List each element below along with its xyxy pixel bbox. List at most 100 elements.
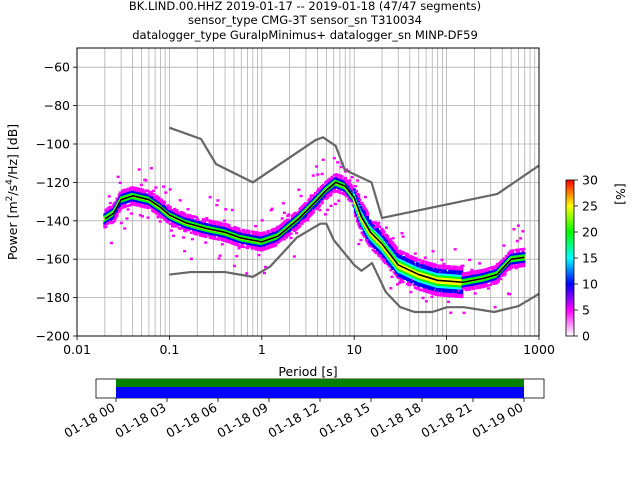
psd-bin — [309, 194, 313, 197]
psd-bin — [353, 191, 357, 194]
psd-bin — [141, 215, 145, 218]
psd-bin — [292, 255, 296, 258]
psd-bin — [406, 253, 410, 256]
psd-bin — [421, 261, 425, 265]
psd-bin — [397, 276, 401, 280]
psd-bin — [297, 188, 301, 191]
psd-bin — [187, 228, 191, 232]
psd-bin — [144, 206, 148, 209]
psd-bin — [348, 182, 352, 185]
psd-bin — [183, 212, 187, 215]
psd-bin — [357, 200, 361, 203]
psd-bin — [409, 290, 413, 294]
psd-bin — [235, 254, 239, 258]
psd-bin — [201, 234, 205, 238]
psd-bin — [332, 173, 336, 177]
psd-bin — [125, 190, 129, 193]
psd-bin — [298, 224, 302, 228]
psd-bin — [390, 240, 394, 244]
psd-bin — [347, 185, 351, 188]
psd-bin — [219, 221, 223, 225]
psd-bin — [217, 257, 221, 260]
psd-bin — [417, 285, 421, 289]
psd-bin — [245, 231, 249, 234]
psd-bin — [168, 205, 172, 209]
psd-bin — [382, 230, 386, 234]
psd-bin — [443, 267, 447, 270]
psd-bin — [209, 234, 213, 238]
psd-bin — [108, 201, 112, 205]
psd-bin — [522, 260, 526, 263]
psd-bin — [215, 203, 219, 207]
psd-bin — [340, 175, 344, 178]
psd-bin — [204, 241, 208, 244]
y-tick-label: −140 — [36, 213, 70, 228]
psd-bin — [522, 264, 526, 268]
psd-bin — [366, 238, 370, 242]
x-tick-label: 1000 — [523, 342, 555, 357]
psd-bin — [452, 295, 456, 298]
psd-bin — [112, 216, 116, 219]
colorbar-tick-label: 5 — [582, 303, 590, 318]
psd-bin — [146, 189, 150, 193]
plot-area: 0.01 0.1 1 10 100 1000 −60 −80 −100 −120 −140 −160… — [36, 47, 555, 357]
psd-bin — [247, 231, 251, 235]
psd-bin — [322, 197, 326, 200]
psd-bin — [391, 242, 395, 245]
psd-bin — [511, 249, 515, 252]
psd-bin — [357, 242, 361, 246]
psd-bin — [460, 295, 464, 299]
psd-bin — [516, 250, 520, 254]
psd-bin — [270, 230, 274, 234]
psd-bin — [204, 233, 208, 236]
psd-bin — [121, 204, 125, 207]
psd-bin — [147, 204, 151, 208]
psd-bin — [521, 250, 525, 253]
psd-bin — [215, 237, 219, 241]
psd-bin — [338, 189, 342, 192]
psd-bin — [337, 199, 341, 202]
psd-bin — [441, 292, 445, 295]
psd-bin — [228, 239, 232, 242]
psd-bin — [223, 224, 227, 228]
psd-bin — [129, 188, 133, 192]
psd-bin — [254, 224, 258, 228]
psd-bin — [125, 217, 129, 220]
psd-bin — [356, 179, 360, 182]
psd-bin — [412, 283, 416, 287]
psd-bin — [193, 230, 197, 233]
psd-bin — [104, 208, 108, 211]
psd-bin — [516, 224, 520, 227]
psd-bin — [413, 252, 417, 255]
psd-bin — [394, 248, 398, 252]
psd-bin — [499, 277, 503, 280]
psd-bin — [261, 233, 265, 237]
psd-bin — [246, 246, 250, 249]
psd-bin — [329, 204, 333, 208]
psd-bin — [208, 236, 212, 239]
psd-bin — [262, 248, 266, 251]
psd-bin — [269, 209, 273, 212]
psd-bin — [223, 219, 227, 222]
psd-bin — [247, 229, 251, 233]
psd-bin — [471, 272, 475, 276]
psd-bin — [384, 226, 388, 229]
psd-bin — [205, 216, 209, 220]
psd-bin — [392, 271, 396, 274]
psd-bin — [119, 206, 123, 210]
psd-bin — [519, 237, 523, 240]
psd-bin — [454, 265, 458, 269]
psd-bin — [431, 265, 435, 268]
y-tick-label: −60 — [44, 60, 70, 75]
psd-bin — [339, 176, 343, 180]
psd-bin — [149, 206, 153, 209]
psd-bin — [422, 287, 426, 291]
psd-bin — [475, 286, 479, 290]
psd-bin — [515, 239, 519, 243]
psd-bin — [450, 290, 454, 294]
psd-bin — [408, 283, 412, 287]
psd-bin — [281, 202, 285, 205]
psd-bin — [349, 183, 353, 187]
psd-bin — [320, 201, 324, 205]
psd-bin — [442, 262, 446, 266]
